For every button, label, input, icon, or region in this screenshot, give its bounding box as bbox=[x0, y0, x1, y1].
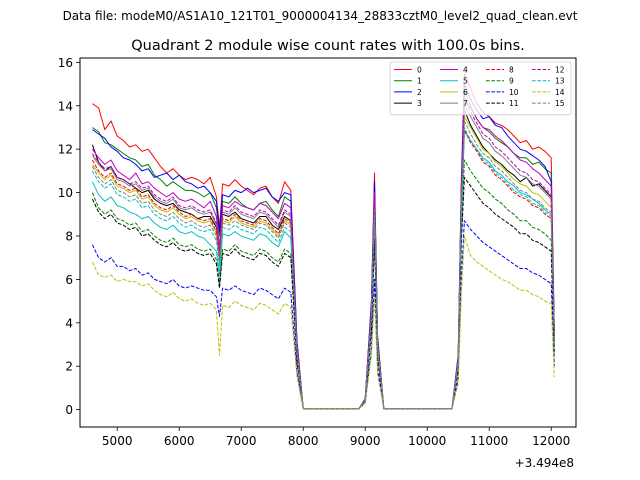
chart-suptitle: Data file: modeM0/AS1A10_121T01_90000041… bbox=[63, 9, 578, 23]
x-tick-label: 9000 bbox=[350, 434, 381, 448]
series-layer bbox=[91, 72, 555, 410]
x-tick-label: 10000 bbox=[408, 434, 446, 448]
legend-label-0: 0 bbox=[417, 66, 422, 75]
x-tick-label: 7000 bbox=[226, 434, 257, 448]
legend-label-9: 9 bbox=[509, 77, 514, 86]
x-tick-label: 11000 bbox=[470, 434, 508, 448]
y-tick-label: 0 bbox=[65, 403, 73, 417]
legend-label-11: 11 bbox=[509, 99, 519, 108]
legend-label-1: 1 bbox=[417, 77, 422, 86]
legend-label-6: 6 bbox=[463, 88, 468, 97]
y-tick-label: 8 bbox=[65, 229, 73, 243]
legend-label-10: 10 bbox=[509, 88, 519, 97]
y-tick-label: 14 bbox=[58, 99, 73, 113]
y-tick-label: 16 bbox=[58, 56, 73, 70]
x-tick-label: 6000 bbox=[164, 434, 195, 448]
y-tick-label: 2 bbox=[65, 360, 73, 374]
legend-label-2: 2 bbox=[417, 88, 422, 97]
y-tick-label: 4 bbox=[65, 316, 73, 330]
x-tick-label: 8000 bbox=[288, 434, 319, 448]
legend-label-14: 14 bbox=[555, 88, 565, 97]
legend-label-13: 13 bbox=[555, 77, 565, 86]
series-line-12 bbox=[91, 96, 555, 410]
y-tick-label: 12 bbox=[58, 143, 73, 157]
legend-label-15: 15 bbox=[555, 99, 565, 108]
legend-label-12: 12 bbox=[555, 66, 565, 75]
legend-label-8: 8 bbox=[509, 66, 514, 75]
legend-box bbox=[389, 61, 572, 116]
x-tick-label: 12000 bbox=[532, 434, 570, 448]
series-line-11 bbox=[91, 176, 555, 410]
legend-label-4: 4 bbox=[463, 66, 468, 75]
legend-label-7: 7 bbox=[463, 99, 468, 108]
x-tick-label: 5000 bbox=[102, 434, 133, 448]
y-axis: 0 2 4 6 8 10 12 14 16 bbox=[58, 56, 80, 417]
plot-frame bbox=[79, 57, 577, 428]
chart-title: Quadrant 2 module wise count rates with … bbox=[131, 38, 525, 54]
x-offset-label: +3.494e8 bbox=[515, 456, 574, 470]
x-axis: 5000 6000 7000 8000 9000 10000 11000 12000 bbox=[102, 427, 570, 448]
y-tick-label: 10 bbox=[58, 186, 73, 200]
plot-area bbox=[80, 58, 576, 427]
legend-label-3: 3 bbox=[417, 99, 422, 108]
series-line-15 bbox=[91, 120, 555, 410]
y-tick-label: 6 bbox=[65, 273, 73, 287]
legend-label-5: 5 bbox=[463, 77, 468, 86]
